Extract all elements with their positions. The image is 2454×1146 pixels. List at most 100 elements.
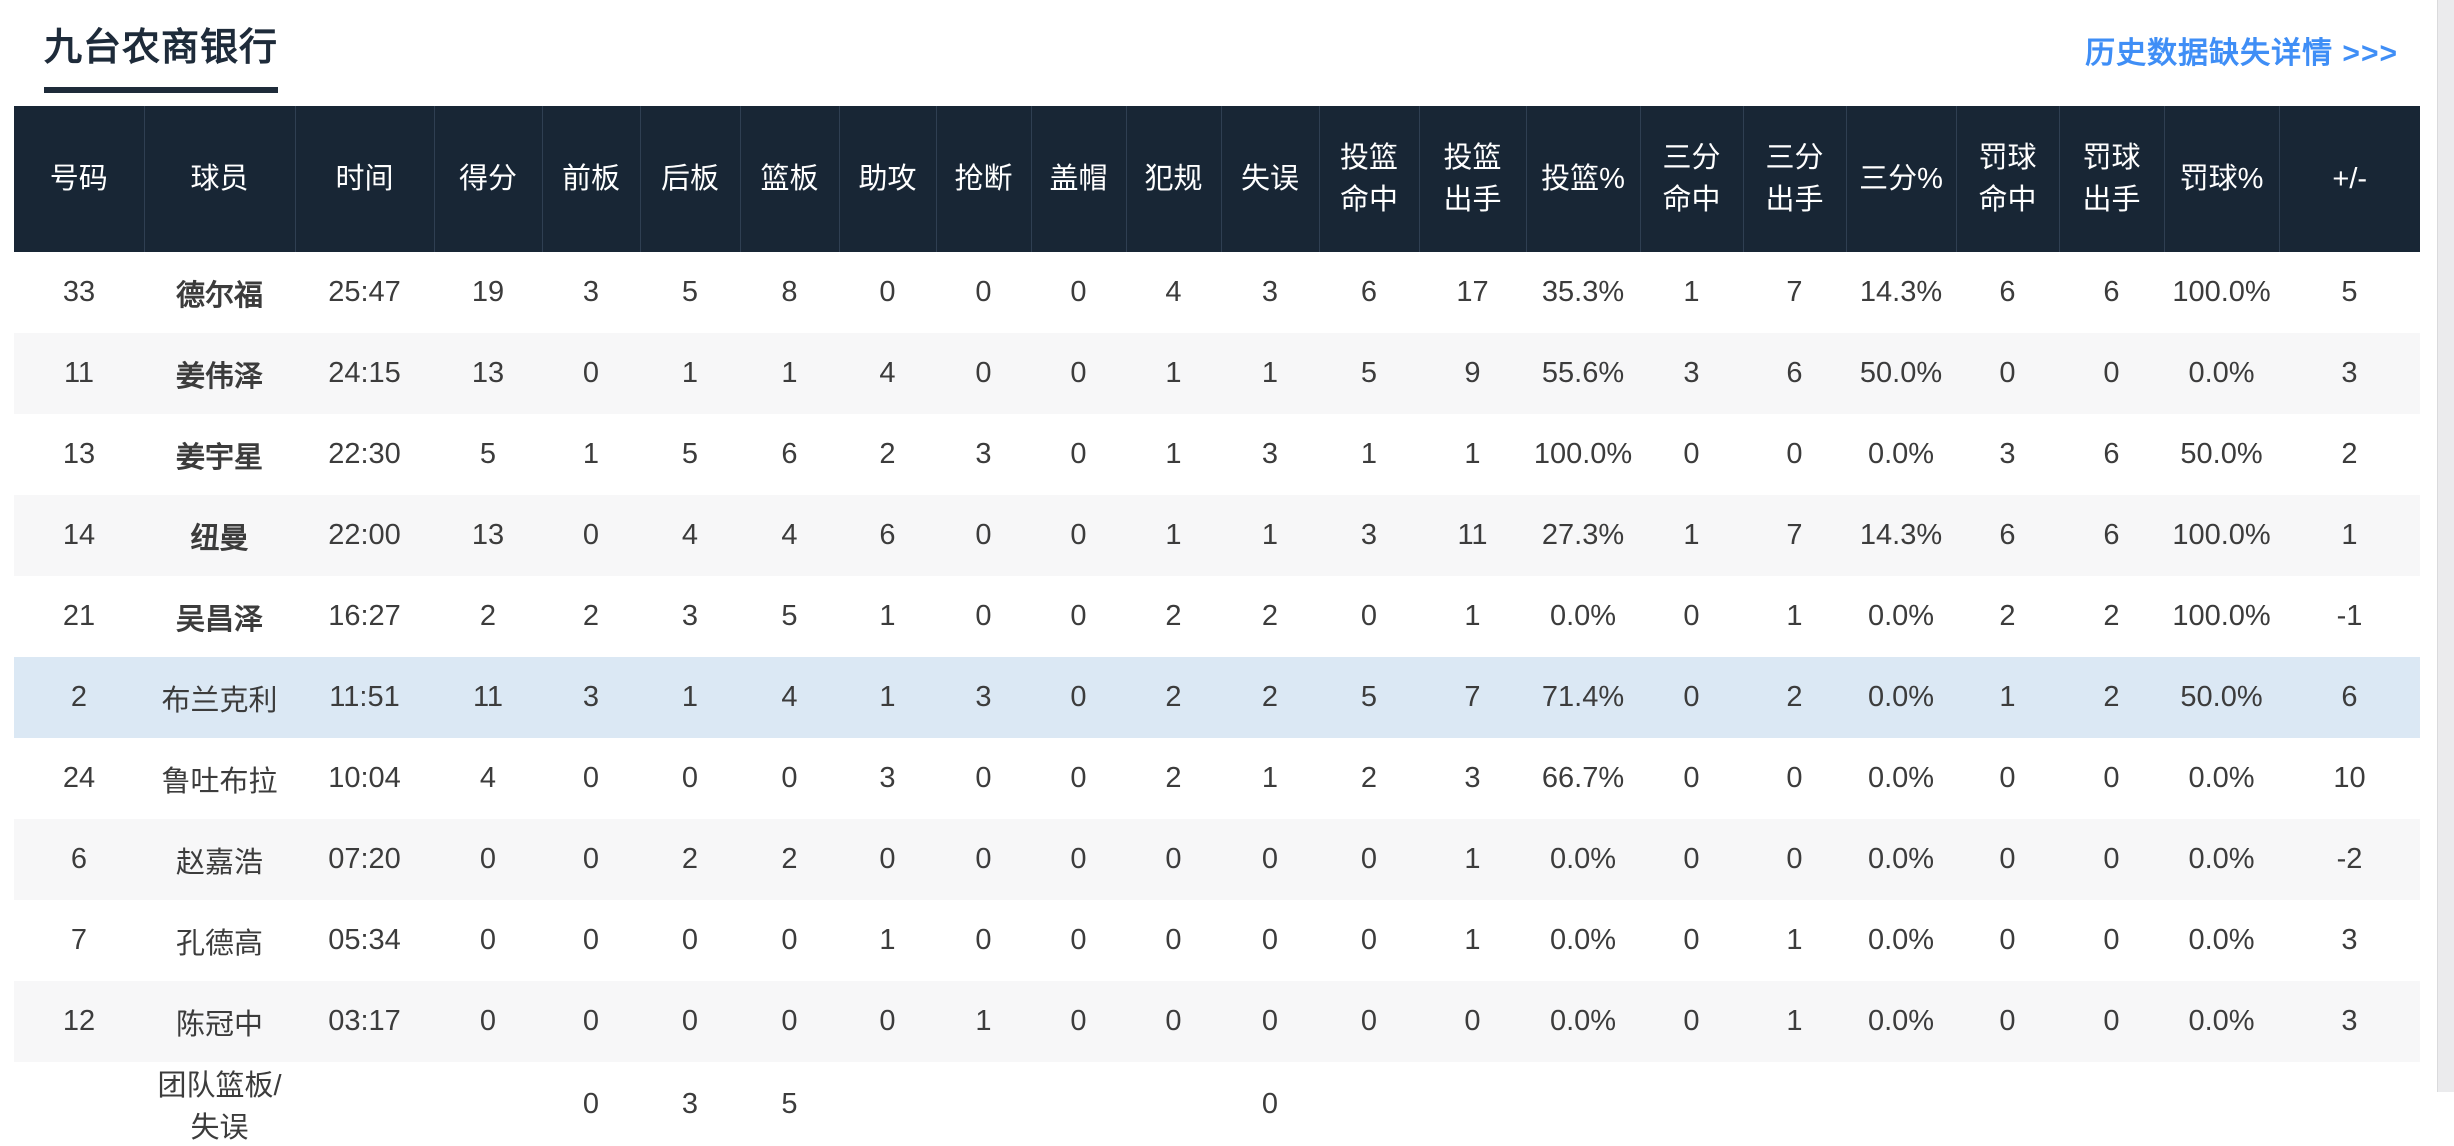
column-header-9: 盖帽 <box>1030 106 1126 252</box>
stat-cell: 6 <box>2103 519 2120 551</box>
stat-cell: 2 <box>781 843 798 875</box>
stat-cell: 3 <box>975 681 992 713</box>
stat-cell: -1 <box>2336 600 2363 632</box>
stat-cell: 0 <box>975 600 992 632</box>
player-row-9[interactable]: 12 陈冠中 03:17 0 0 0 0 0 1 0 0 0 0 0 0.0% 0 1 0.0% 0 0 0.0% 3 <box>14 981 2420 1062</box>
column-header-11: 失误 <box>1220 106 1319 252</box>
stat-cell: 0 <box>582 1087 600 1120</box>
stat-cell: 14.3% <box>1859 276 1943 308</box>
stat-cell: 0 <box>1261 1087 1279 1120</box>
stat-cell: 2 <box>2341 438 2358 470</box>
team-tab[interactable]: 九台农商银行 <box>44 16 279 93</box>
stat-cell: 07:20 <box>328 843 401 875</box>
stat-cell: 1 <box>1786 600 1803 632</box>
scrollbar-track[interactable] <box>2437 0 2454 1092</box>
stat-cell: 0 <box>1070 519 1087 551</box>
stat-cell: 1 <box>1261 762 1279 794</box>
column-header-16: 三分 出手 <box>1742 106 1846 252</box>
stat-cell: 2 <box>1261 600 1279 632</box>
stat-cell: 3 <box>1464 762 1481 794</box>
stat-cell <box>1956 1062 2059 1146</box>
player-number-cell <box>14 1062 144 1146</box>
stat-cell: 1 <box>1683 276 1700 308</box>
player-row-7[interactable]: 6 赵嘉浩 07:20 0 0 2 2 0 0 0 0 0 0 1 0.0% 0 0 0.0% 0 0 0.0% -2 <box>14 819 2420 900</box>
stat-cell <box>1640 1062 1743 1146</box>
stat-cell: 0 <box>2103 843 2120 875</box>
stat-cell: 0 <box>1070 276 1087 308</box>
stat-cell: 0 <box>975 519 992 551</box>
stat-cell: 13 <box>471 519 505 551</box>
stat-cell: 0 <box>1999 762 2016 794</box>
stat-cell: 0 <box>582 1005 600 1037</box>
stat-cell: 6 <box>1360 276 1378 308</box>
stat-cell: 1 <box>1786 1005 1803 1037</box>
stat-cell: 3 <box>2341 924 2358 956</box>
history-missing-data-link[interactable]: 历史数据缺失详情 >>> <box>2085 37 2398 70</box>
stat-cell: 6 <box>1999 519 2016 551</box>
stat-cell: 03:17 <box>328 1005 401 1037</box>
column-header-10: 犯规 <box>1125 106 1221 252</box>
stat-cell: 5 <box>1360 681 1378 713</box>
stat-cell: 0 <box>1070 438 1087 470</box>
stat-cell: 1 <box>1464 924 1481 956</box>
stat-cell: 0 <box>1070 924 1087 956</box>
stat-cell: 5 <box>2341 276 2358 308</box>
stat-cell: 13 <box>471 357 505 389</box>
stat-cell: 0 <box>1360 843 1378 875</box>
stat-cell: 0 <box>1999 357 2016 389</box>
player-row-2[interactable]: 13 姜宇星 22:30 5 1 5 6 2 3 0 1 3 1 1 100.0% 0 0 0.0% 3 6 50.0%… <box>14 414 2420 495</box>
player-number-cell: 7 <box>70 924 88 956</box>
stat-cell: 1 <box>1165 357 1182 389</box>
stat-cell: 0.0% <box>2188 924 2255 956</box>
stat-cell: 2 <box>2103 681 2120 713</box>
stat-cell: 50.0% <box>1859 357 1943 389</box>
player-row-0[interactable]: 33 德尔福 25:47 19 3 5 8 0 0 0 4 3 6 17 35.3% 1 7 14.3% 6 6 100… <box>14 252 2420 333</box>
column-header-13: 投篮 出手 <box>1418 106 1526 252</box>
stat-cell: 3 <box>879 762 896 794</box>
stat-cell <box>295 1062 434 1146</box>
stat-cell: 6 <box>2103 276 2120 308</box>
stat-cell: 66.7% <box>1541 762 1625 794</box>
stat-cell: 0 <box>1464 1005 1481 1037</box>
stat-cell: 3 <box>681 600 699 632</box>
stat-cell: 0 <box>1070 681 1087 713</box>
player-row-8[interactable]: 7 孔德高 05:34 0 0 0 0 1 0 0 0 0 0 1 0.0% 0 1 0.0% 0 0 0.0% 3 <box>14 900 2420 981</box>
player-row-3[interactable]: 14 纽曼 22:00 13 0 4 4 6 0 0 1 1 3 11 27.3% 1 7 14.3% 6 6 100.… <box>14 495 2420 576</box>
stat-cell: 71.4% <box>1541 681 1625 713</box>
stat-cell: 100.0% <box>2172 600 2271 632</box>
stat-cell: 2 <box>1360 762 1378 794</box>
stat-cell: 0.0% <box>2188 843 2255 875</box>
stat-cell: 0 <box>1683 681 1700 713</box>
player-row-5[interactable]: 2 布兰克利 11:51 11 3 1 4 1 3 0 2 2 5 7 71.4% 0 2 0.0% 1 2 50.0%… <box>14 657 2420 738</box>
stat-cell: 6 <box>1999 276 2016 308</box>
stat-cell: 0 <box>681 924 699 956</box>
stat-cell: 8 <box>781 276 798 308</box>
stat-cell: 6 <box>879 519 896 551</box>
stat-cell: 0.0% <box>1867 681 1935 713</box>
stat-cell: 0 <box>781 924 798 956</box>
player-number-cell: 11 <box>63 357 95 389</box>
player-name-cell: 德尔福 <box>175 279 263 312</box>
player-row-10[interactable]: 团队篮板/失误 0 3 5 0 <box>14 1062 2420 1146</box>
stat-cell: 22:00 <box>328 519 401 551</box>
player-stats-table: 号码 球员 时间 得分 前板 后板 篮板 助攻 抢断 盖帽 犯规 失误 投篮 命中 投篮 出手 投篮% 三分 … <box>14 106 2420 1146</box>
column-header-20: 罚球% <box>2163 106 2279 252</box>
player-row-6[interactable]: 24 鲁吐布拉 10:04 4 0 0 0 3 0 0 2 1 2 3 66.7% 0 0 0.0% 0 0 0.0% 1… <box>14 738 2420 819</box>
stat-cell: 35.3% <box>1541 276 1625 308</box>
stat-cell: 5 <box>681 438 699 470</box>
stat-cell: 1 <box>975 1005 992 1037</box>
column-header-12: 投篮 命中 <box>1318 106 1419 252</box>
stat-cell: 55.6% <box>1541 357 1625 389</box>
player-name-cell: 姜宇星 <box>175 441 263 474</box>
stat-cell: 11 <box>472 681 504 713</box>
player-row-1[interactable]: 11 姜伟泽 24:15 13 0 1 1 4 0 0 1 1 5 9 55.6% 3 6 50.0% 0 0 0.0%… <box>14 333 2420 414</box>
stat-cell: 7 <box>1786 519 1803 551</box>
player-number-cell: 21 <box>62 600 96 632</box>
player-name-cell: 团队篮板/失误 <box>157 1070 282 1144</box>
column-header-8: 抢断 <box>935 106 1031 252</box>
player-row-4[interactable]: 21 吴昌泽 16:27 2 2 3 5 1 0 0 2 2 0 1 0.0% 0 1 0.0% 2 2 100.0% -… <box>14 576 2420 657</box>
stat-cell: 0 <box>1786 438 1803 470</box>
stat-cell <box>936 1062 1031 1146</box>
stat-cell: 0 <box>1070 843 1087 875</box>
stat-cell: 0.0% <box>1867 600 1935 632</box>
